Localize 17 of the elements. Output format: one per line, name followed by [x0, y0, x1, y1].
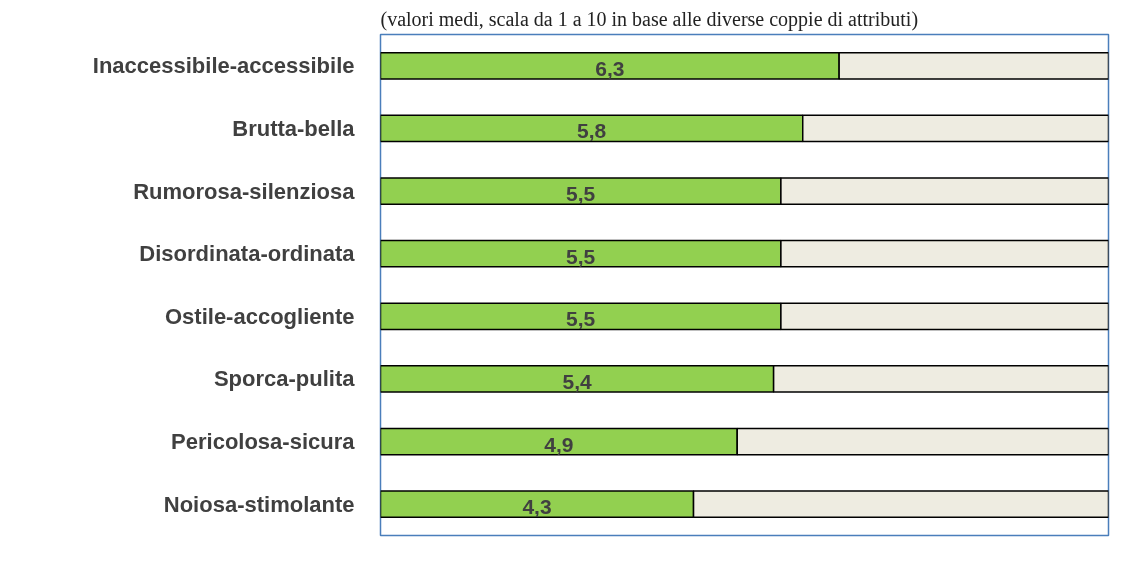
y-tick-label: Disordinata-ordinata: [139, 241, 356, 267]
data-label: 6,3: [595, 56, 625, 80]
y-tick-label: Inaccessibile-accessibile: [92, 53, 355, 79]
data-label: 5,5: [566, 182, 596, 206]
data-label: 5,8: [577, 119, 607, 143]
y-tick-label: Sporca-pulita: [213, 366, 356, 392]
y-tick-label: Brutta-bella: [232, 115, 356, 141]
data-label: 5,4: [562, 369, 592, 393]
y-tick-label: Pericolosa-sicura: [171, 429, 356, 455]
data-label: 4,3: [522, 495, 552, 519]
data-label: 4,9: [544, 432, 574, 456]
y-tick-label: Rumorosa-silenziosa: [133, 178, 356, 204]
data-label: 5,5: [566, 244, 596, 268]
data-label: 5,5: [566, 307, 596, 331]
y-tick-label: Ostile-accogliente: [165, 303, 355, 329]
chart-subtitle: (valori medi, scala da 1 a 10 in base alle diverse coppie di attributi): [380, 7, 919, 31]
y-tick-label: Noiosa-stimolante: [163, 491, 355, 517]
